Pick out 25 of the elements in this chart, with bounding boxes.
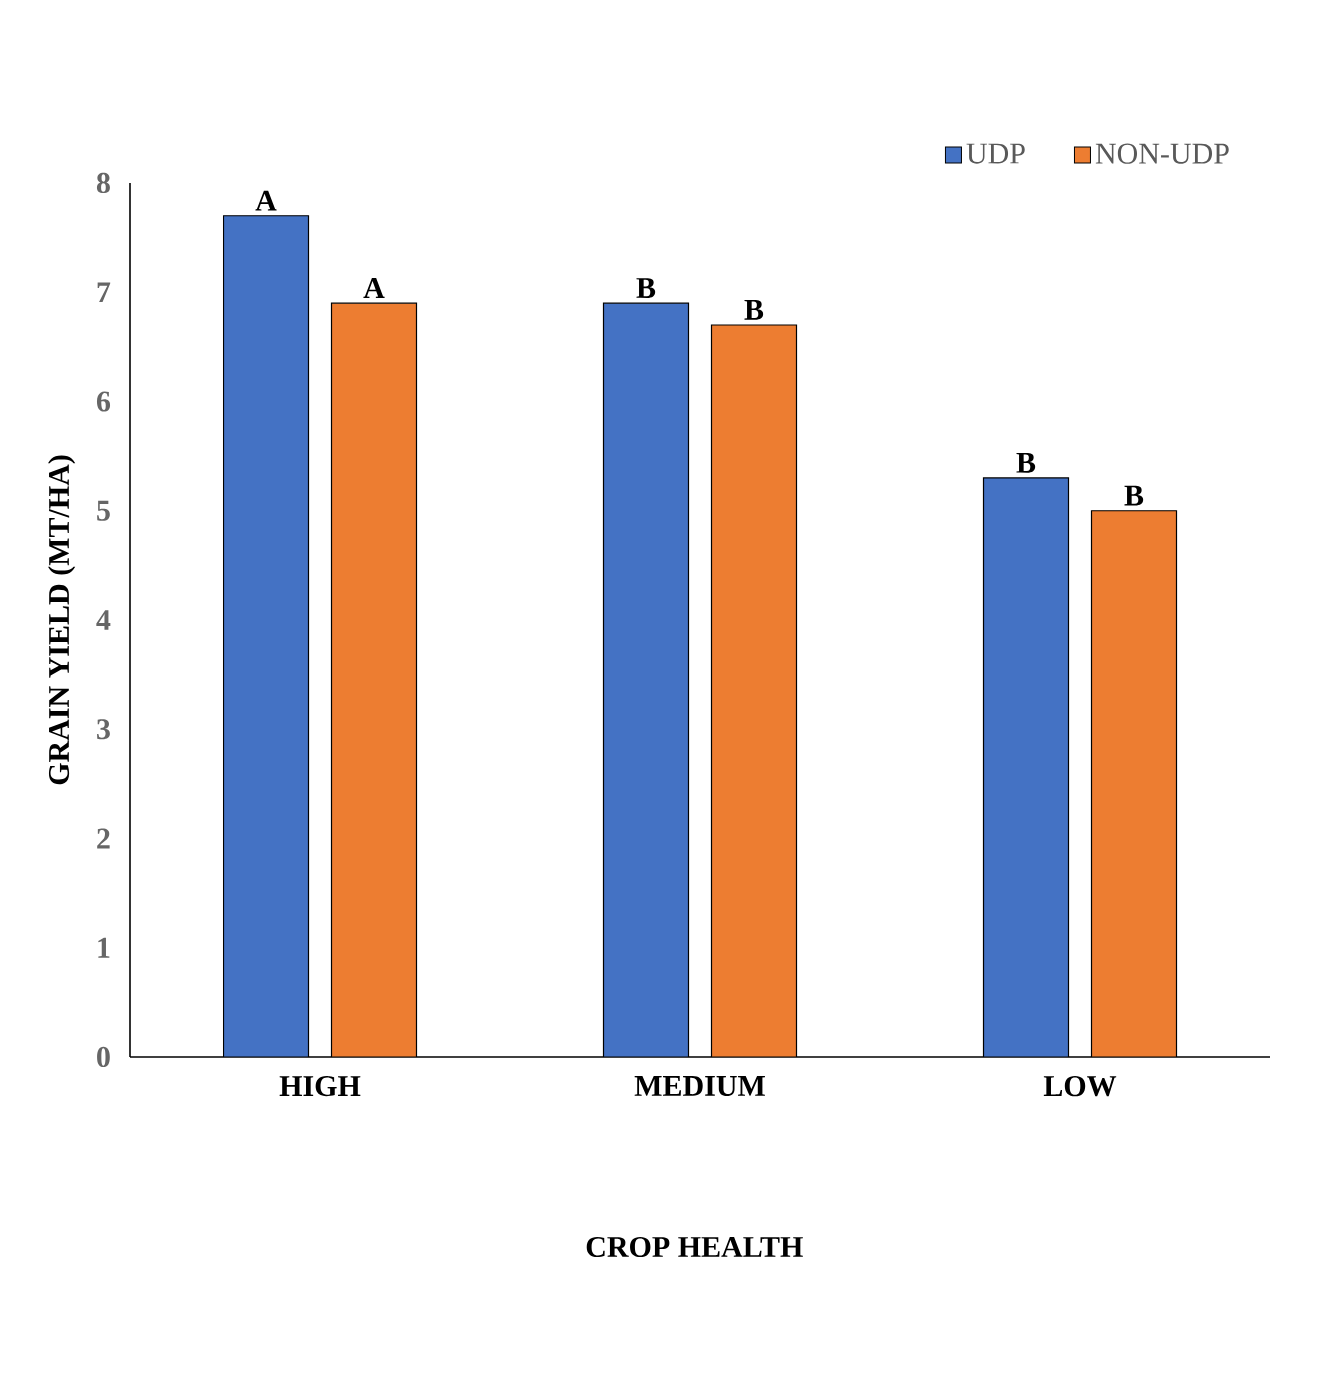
bar: [330, 302, 418, 1057]
x-tick-label: MEDIUM: [634, 1076, 765, 1096]
x-tick-label: HIGH: [279, 1076, 361, 1097]
y-tick-label: 6: [96, 391, 111, 412]
legend-label: UDP: [966, 143, 1025, 164]
bar: [1090, 510, 1178, 1057]
data-label: A: [363, 278, 385, 298]
legend-label: NON-UDP: [1095, 143, 1229, 164]
y-tick-label: 0: [97, 1046, 110, 1068]
y-axis-title: GRAIN YIELD (MT/HA): [48, 455, 76, 785]
data-label: B: [636, 278, 656, 298]
y-tick-label: 7: [97, 282, 111, 303]
y-tick-label: 1: [98, 937, 110, 958]
y-tick-label: 3: [97, 719, 110, 740]
x-tick-label: LOW: [1043, 1076, 1117, 1097]
bar: [710, 324, 798, 1057]
data-label: A: [255, 190, 277, 211]
y-tick-label: 5: [97, 500, 110, 521]
y-tick-label: 8: [96, 172, 110, 194]
data-label: B: [744, 300, 764, 320]
y-tick-label: 4: [96, 610, 111, 630]
x-axis-title: CROP HEALTH: [586, 1236, 803, 1258]
data-label: B: [1124, 485, 1144, 506]
data-label: B: [1016, 452, 1036, 473]
y-tick-label: 2: [97, 828, 110, 849]
